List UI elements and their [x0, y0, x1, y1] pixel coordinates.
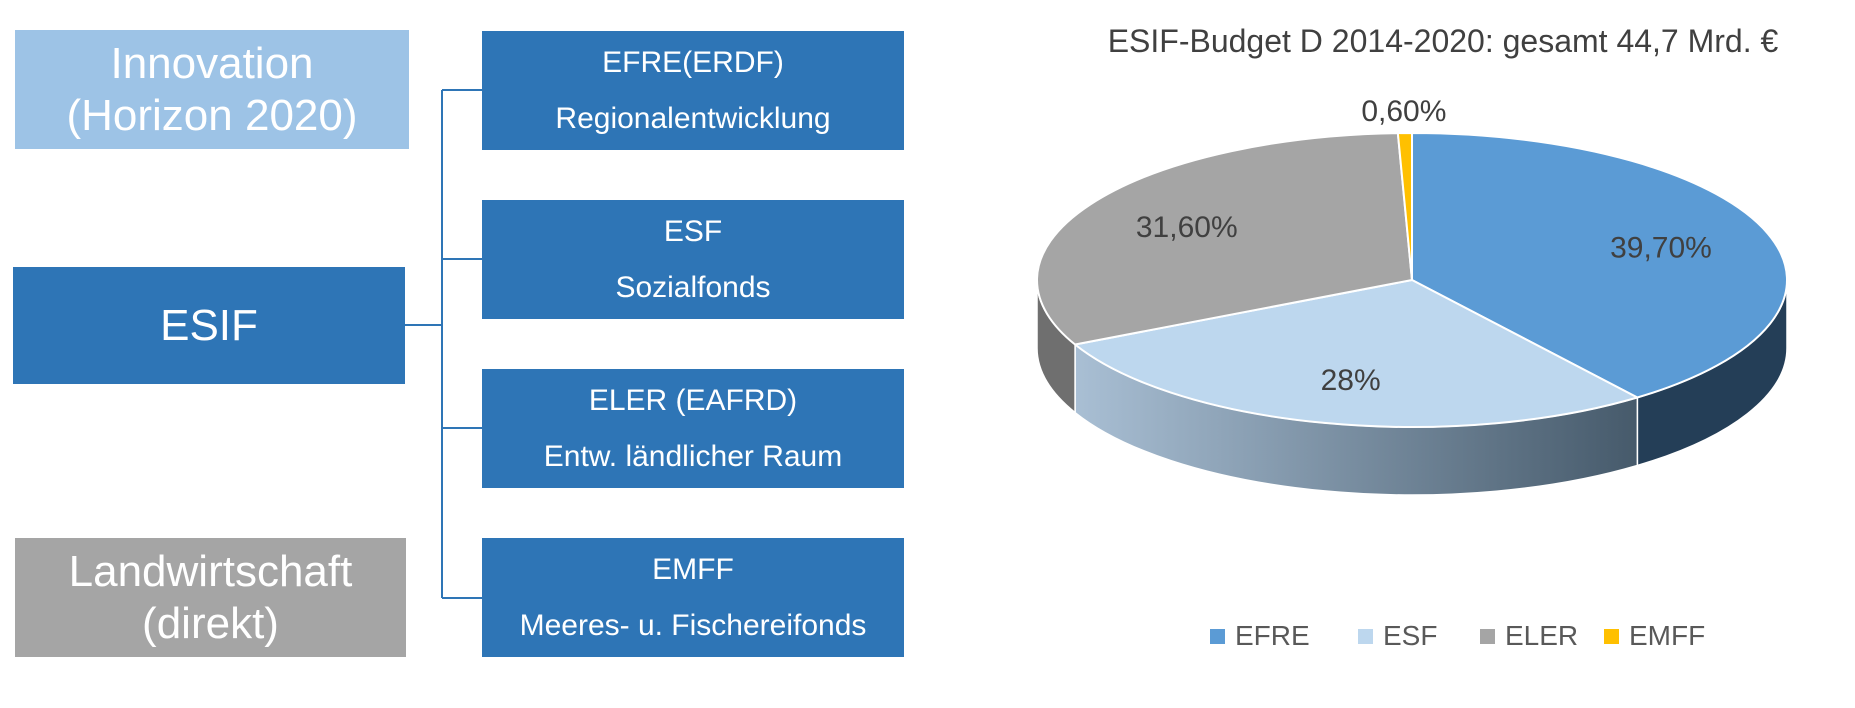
pie-label-eler: 31,60%	[1136, 211, 1238, 244]
legend-label-esf: ESF	[1383, 620, 1437, 651]
fund-box-esf: ESF Sozialfonds	[482, 200, 904, 319]
legend-swatch-efre	[1210, 629, 1225, 644]
pie-chart: ESIF-Budget D 2014-2020: gesamt 44,7 Mrd…	[1036, 23, 1788, 651]
pie-tops	[1036, 132, 1788, 429]
esif-label: ESIF	[160, 300, 258, 350]
pie-label-emff: 0,60%	[1361, 95, 1446, 128]
legend: EFRE ESF ELER EMFF	[1210, 620, 1705, 651]
pie-data-labels: 39,70% 28% 31,60% 0,60%	[1136, 95, 1712, 397]
innovation-label-line2: (Horizon 2020)	[66, 90, 358, 140]
fund-esf-name: Sozialfonds	[615, 270, 771, 304]
fund-box-eler: ELER (EAFRD) Entw. ländlicher Raum	[482, 369, 904, 488]
fund-emff-name: Meeres- u. Fischereifonds	[519, 608, 867, 642]
legend-label-eler: ELER	[1505, 620, 1578, 651]
innovation-box: Innovation (Horizon 2020)	[15, 30, 409, 149]
fund-efre-code: EFRE(ERDF)	[602, 45, 784, 79]
pie-label-esf: 28%	[1321, 364, 1381, 397]
connector-lines	[405, 89, 482, 599]
pie-slice-eler	[1036, 132, 1413, 346]
pie-slice-efre	[1411, 132, 1788, 399]
legend-label-emff: EMFF	[1629, 620, 1705, 651]
fund-box-emff: EMFF Meeres- u. Fischereifonds	[482, 538, 904, 657]
legend-label-efre: EFRE	[1235, 620, 1310, 651]
landwirtschaft-label-line1: Landwirtschaft	[68, 546, 353, 596]
esif-box: ESIF	[13, 267, 405, 384]
landwirtschaft-label-line2: (direkt)	[142, 598, 279, 648]
pie-slice-esf	[1074, 279, 1639, 429]
pie-label-efre: 39,70%	[1610, 231, 1712, 264]
legend-swatch-eler	[1480, 629, 1495, 644]
legend-swatch-esf	[1358, 629, 1373, 644]
pie-slice-emff	[1396, 132, 1413, 281]
innovation-label-line1: Innovation	[110, 38, 314, 88]
legend-swatch-emff	[1604, 629, 1619, 644]
fund-box-efre: EFRE(ERDF) Regionalentwicklung	[482, 31, 904, 150]
fund-esf-code: ESF	[663, 214, 723, 248]
fund-eler-code: ELER (EAFRD)	[588, 383, 798, 417]
fund-eler-name: Entw. ländlicher Raum	[543, 439, 843, 473]
landwirtschaft-box: Landwirtschaft (direkt)	[15, 538, 406, 657]
chart-title: ESIF-Budget D 2014-2020: gesamt 44,7 Mrd…	[1108, 23, 1779, 59]
fund-emff-code: EMFF	[652, 552, 734, 586]
fund-efre-name: Regionalentwicklung	[555, 101, 831, 135]
